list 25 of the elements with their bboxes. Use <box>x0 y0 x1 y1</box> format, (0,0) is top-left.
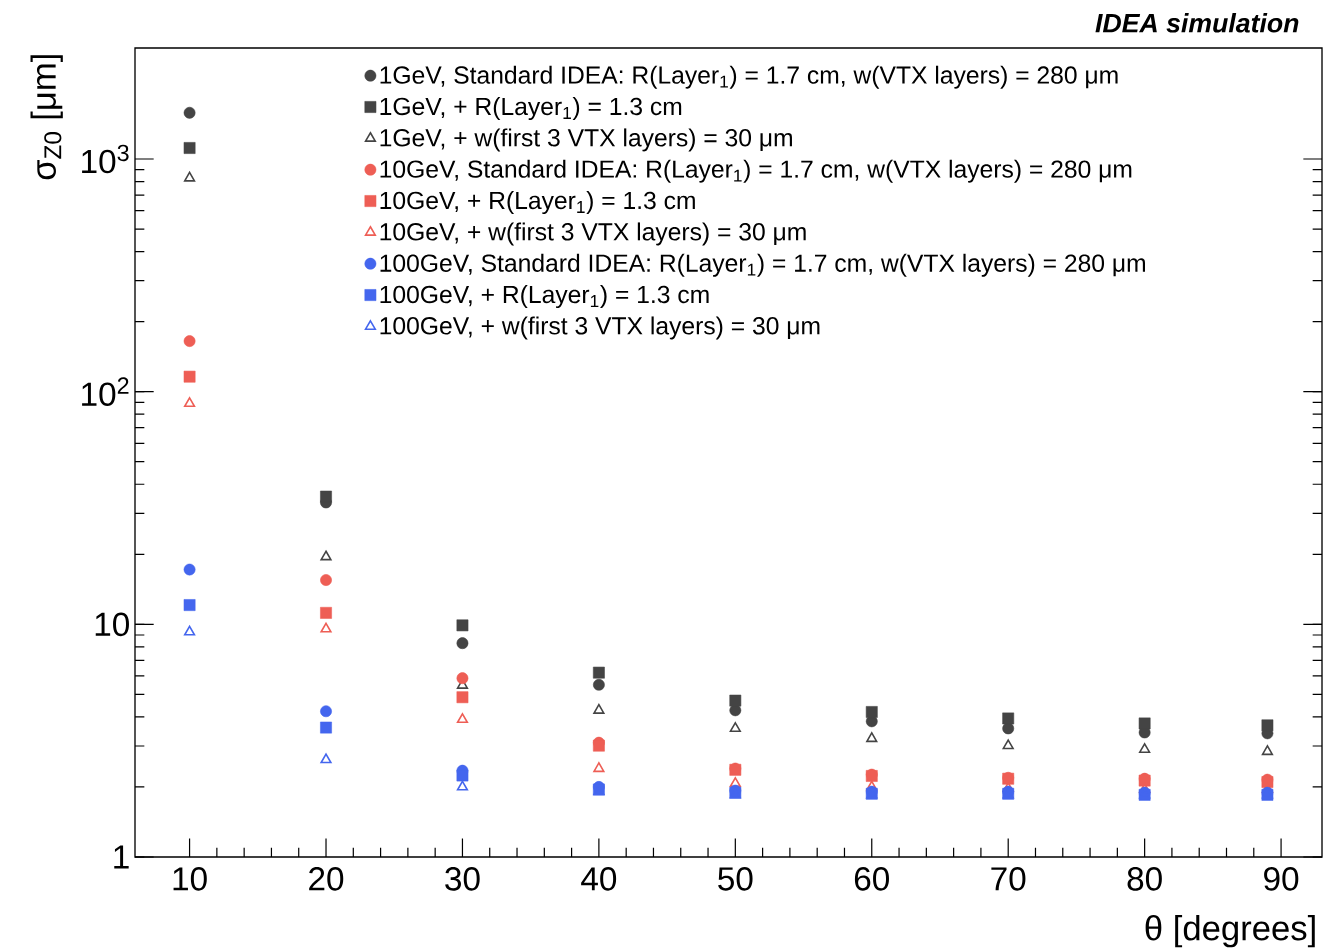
x-tick-label: 40 <box>581 867 617 891</box>
y-tick-label: 10$^{3}$ <box>82 144 129 174</box>
x-tick-label: 30 <box>445 867 480 891</box>
legend-label: 100GeV, + R(Layer$_{1}$) = 1.3 cm <box>380 285 709 309</box>
y-tick-label: 1 <box>114 845 129 869</box>
chart-title: IDEA simulation <box>1095 13 1299 33</box>
x-tick-label: 10 <box>173 867 207 891</box>
x-tick-label: 80 <box>1127 867 1162 891</box>
legend-label: 10GeV, + R(Layer$_{1}$) = 1.3 cm <box>380 191 695 215</box>
x-axis-title: θ [degrees] <box>1145 915 1315 948</box>
x-tick-label: 60 <box>854 867 889 891</box>
x-tick-label: 70 <box>991 867 1026 891</box>
x-tick-label: 90 <box>1264 867 1299 891</box>
legend-label: 10GeV, + w(first 3 VTX layers) = 30 μm <box>380 222 806 246</box>
legend-label: 1GeV, + R(Layer$_{1}$) = 1.3 cm <box>380 97 682 121</box>
legend-label: 100GeV, + w(first 3 VTX layers) = 30 μm <box>380 316 820 340</box>
x-tick-label: 50 <box>718 867 753 891</box>
y-tick-label: 10 <box>95 612 129 637</box>
legend-label: 10GeV, Standard IDEA: R(Layer$_{1}$) = 1.7 cm, w(VTX layers) = 280 μm <box>380 159 1132 183</box>
legend-label: 1GeV, + w(first 3 VTX layers) = 30 μm <box>380 128 792 152</box>
x-tick-label: 20 <box>309 867 344 891</box>
legend-label: 1GeV, Standard IDEA: R(Layer$_{1}$) = 1.7 cm, w(VTX layers) = 280 μm <box>380 65 1118 89</box>
legend-label: 100GeV, Standard IDEA: R(Layer$_{1}$) = 1.7 cm, w(VTX layers) = 280 μm <box>380 253 1145 277</box>
y-axis-title: σ$_{Z0}$ [μm] <box>30 55 63 180</box>
y-tick-label: 10$^{2}$ <box>82 377 129 406</box>
